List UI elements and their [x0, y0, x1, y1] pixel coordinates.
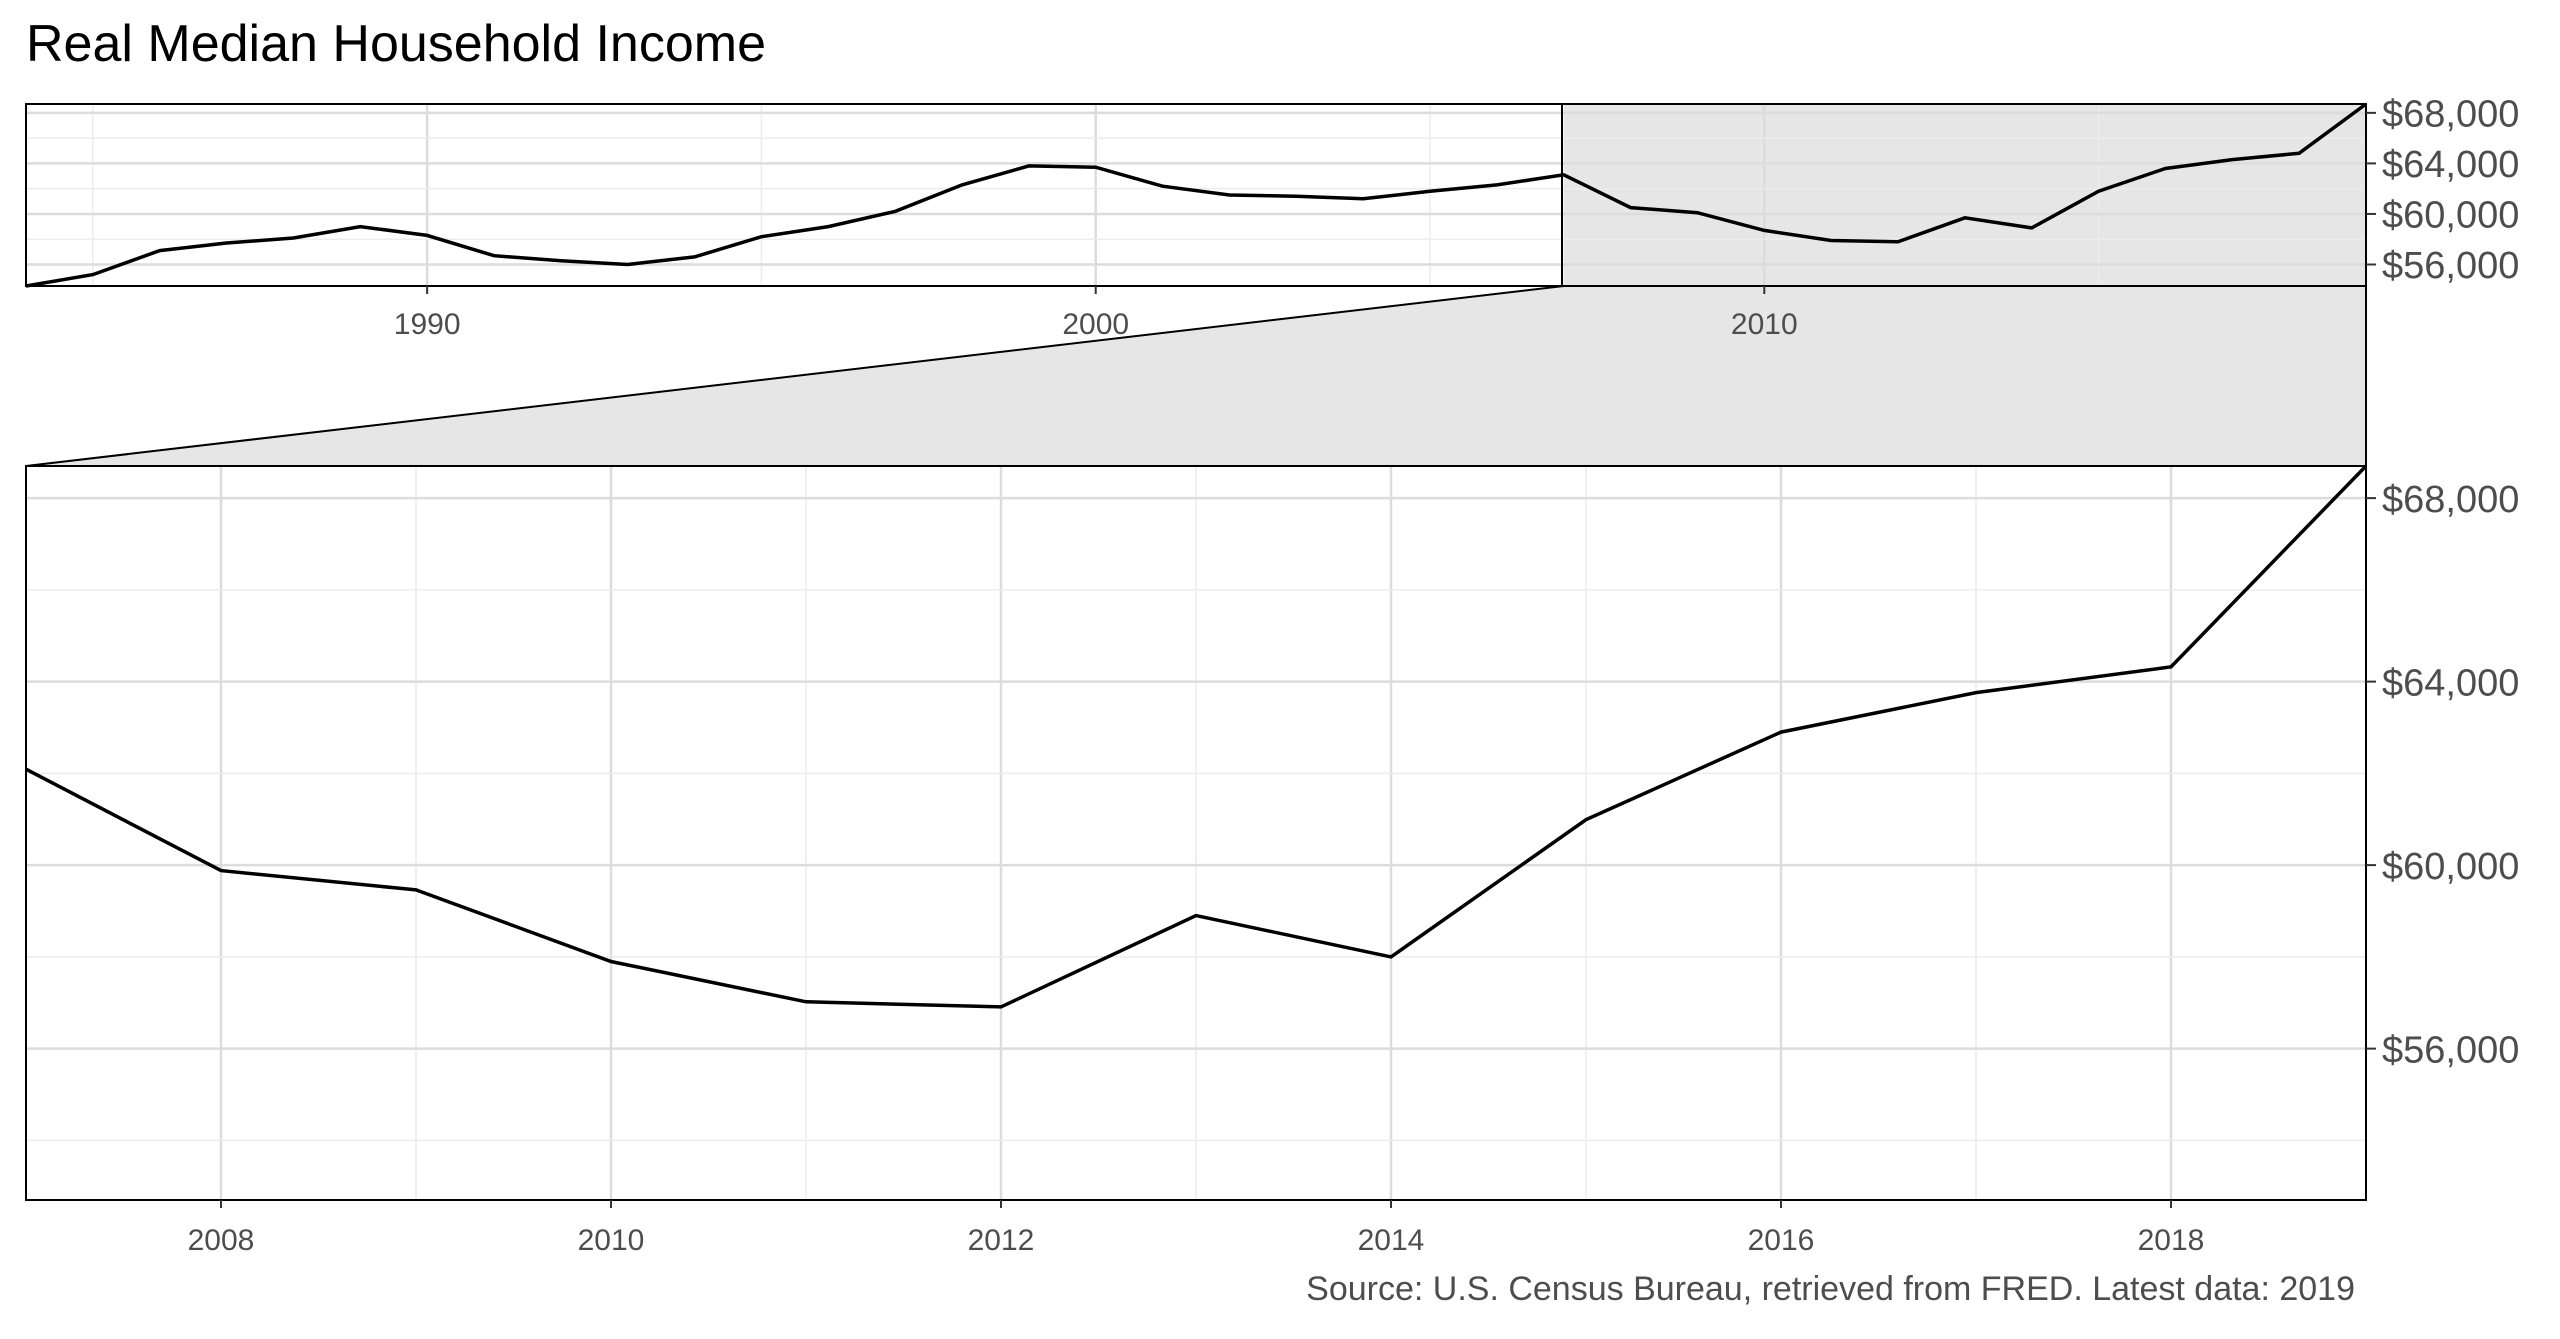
x-tick-label: 2018 [2138, 1224, 2205, 1257]
source-caption: Source: U.S. Census Bureau, retrieved fr… [1306, 1270, 2355, 1308]
x-tick-label: 2008 [188, 1224, 255, 1257]
detail-panel: 2008 2010 2012 2014 2016 2018 $56,000 $60,000 $6… [25, 464, 2520, 1257]
x-tick-label: 1990 [394, 308, 461, 341]
overview-panel: 1990 2000 2010 $56,000 $60,000 $64,000 $68,000 [25, 94, 2520, 341]
chart-title: Real Median Household Income [26, 15, 766, 73]
x-tick-label: 2010 [1731, 308, 1798, 341]
overview-ticks: 1990 2000 2010 $56,000 $60,000 $64,000 $68,000 [394, 94, 2520, 341]
y-tick-label: $68,000 [2382, 94, 2519, 136]
x-tick-label: 2010 [578, 1224, 645, 1257]
overview-income-line [25, 102, 2368, 288]
y-tick-label: $56,000 [2382, 245, 2519, 287]
x-tick-label: 2014 [1358, 1224, 1425, 1257]
y-tick-label: $64,000 [2382, 662, 2519, 704]
y-tick-label: $56,000 [2382, 1029, 2519, 1071]
x-tick-label: 2016 [1748, 1224, 1815, 1257]
x-tick-label: 2012 [968, 1224, 1035, 1257]
detail-ticks: 2008 2010 2012 2014 2016 2018 $56,000 $60,000 $6… [188, 479, 2520, 1257]
y-tick-label: $60,000 [2382, 195, 2519, 237]
y-tick-label: $60,000 [2382, 846, 2519, 888]
y-tick-label: $68,000 [2382, 479, 2519, 521]
detail-income-line [25, 464, 2368, 1009]
y-tick-label: $64,000 [2382, 144, 2519, 186]
zoom-connector [25, 285, 2367, 467]
x-tick-label: 2000 [1062, 308, 1129, 341]
zoom-highlight [1563, 104, 2366, 286]
overview-gridlines [26, 104, 2366, 286]
